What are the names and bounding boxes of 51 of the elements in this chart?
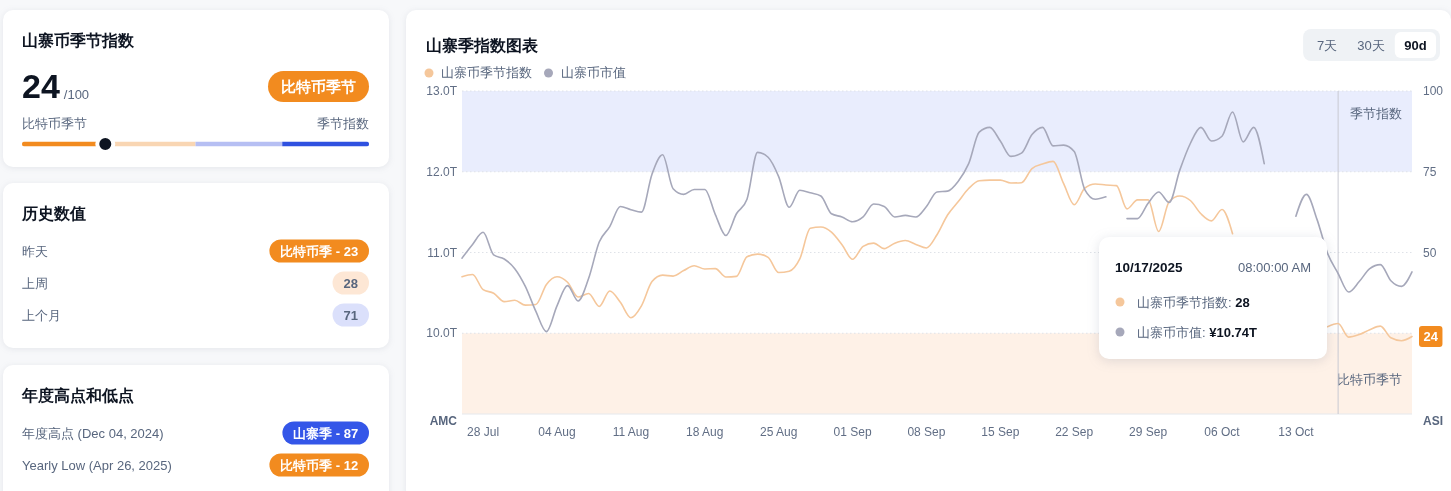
category-label: 上个月: [22, 307, 61, 323]
category-label: 上周: [22, 275, 48, 291]
data-label: /100: [63, 86, 90, 102]
x-tick-label: 22 Sep: [1055, 425, 1094, 439]
x-tick-label: 13 Oct: [1278, 425, 1315, 439]
category-label: 昨天: [22, 243, 48, 259]
x-tick-label: 01 Sep: [833, 425, 872, 439]
text: 山寨季 - 87: [293, 425, 359, 441]
text: 年度高点和低点: [21, 385, 134, 405]
y2-tick-label: 75: [1423, 164, 1437, 179]
x-tick-label: 08 Sep: [907, 425, 946, 439]
text: 山寨币季节指数: [22, 30, 135, 49]
x-tick-label: 25 Aug: [759, 425, 798, 439]
y2-tick-label: 50: [1423, 245, 1437, 260]
x-tick-label: 15 Sep: [981, 425, 1020, 439]
x-tick-label: 28 Jul: [467, 425, 500, 439]
category-label: 年度高点 (Dec 04, 2024): [22, 425, 164, 441]
legend-label: 山寨币季节指数: [441, 65, 532, 80]
text: 比特币季 - 12: [280, 457, 359, 473]
y-tick-label: 11.0T: [427, 245, 458, 260]
annotation: 山寨币季节指数: 28: [1137, 294, 1250, 310]
legend-label: 山寨币市值: [560, 65, 626, 80]
text: 71: [343, 307, 359, 323]
text: 历史数值: [21, 204, 86, 222]
y-tick-label: 13.0T: [426, 84, 458, 98]
x-tick-label: 06 Oct: [1204, 425, 1241, 439]
y2-axis-title: ASI: [1423, 414, 1444, 428]
text: 季节指数: [317, 115, 369, 131]
text: 7天: [1317, 37, 1338, 53]
text: 比特币季 - 23: [280, 243, 359, 259]
x-tick-label: 11 Aug: [612, 425, 650, 439]
data-label: 24: [22, 67, 60, 105]
annotation: 10/17/2025: [1115, 259, 1184, 275]
text: 比特币季节: [22, 115, 87, 131]
chart-title: 山寨季指数图表: [426, 35, 539, 54]
annotation: 山寨币市值: ¥10.74T: [1137, 324, 1257, 340]
x-tick-label: 18 Aug: [686, 425, 724, 439]
y-tick-label: 12.0T: [426, 164, 458, 179]
band-label: 比特币季节: [1337, 371, 1402, 387]
x-tick-label: 04 Aug: [538, 425, 576, 439]
text: 比特币季节: [281, 78, 356, 95]
x-tick-label: 29 Sep: [1129, 425, 1168, 439]
y-tick-label: 10.0T: [426, 326, 458, 341]
band-label: 季节指数: [1350, 105, 1402, 121]
y-axis-title: AMC: [429, 414, 458, 428]
text: 28: [343, 275, 359, 291]
text: 30天: [1357, 37, 1385, 53]
annotation: 08:00:00 AM: [1238, 259, 1311, 275]
y2-tick-label: 100: [1423, 84, 1444, 98]
category-label: Yearly Low (Apr 26, 2025): [22, 457, 172, 473]
text: 90d: [1404, 37, 1427, 53]
